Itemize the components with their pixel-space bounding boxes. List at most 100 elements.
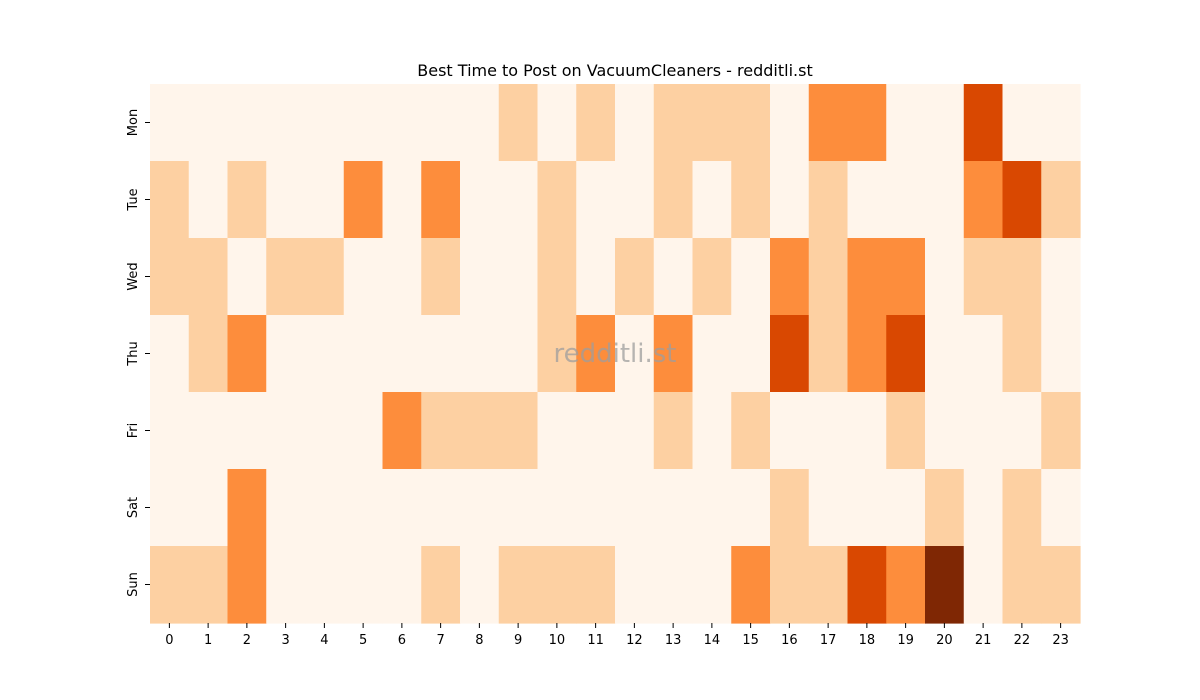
- heatmap-cell-sun-5: [343, 546, 384, 624]
- heatmap-cell-fri-9: [498, 392, 539, 470]
- x-tick-label: 12: [626, 633, 643, 648]
- heatmap-cell-sat-2: [227, 469, 267, 547]
- heatmap-cell-tue-11: [576, 161, 616, 239]
- heatmap-cell-wed-20: [925, 238, 965, 316]
- heatmap-cell-tue-8: [460, 161, 500, 239]
- heatmap-cell-fri-13: [653, 392, 694, 470]
- heatmap-cell-sun-7: [421, 546, 461, 624]
- heatmap-cell-wed-5: [343, 238, 384, 316]
- heatmap-cell-fri-4: [305, 392, 345, 470]
- y-tick-label: Tue: [126, 188, 141, 211]
- x-tick-label: 23: [1052, 633, 1069, 648]
- heatmap-cell-tue-5: [343, 161, 384, 239]
- heatmap-cell-sun-23: [1041, 546, 1081, 624]
- x-tick-label: 18: [859, 633, 876, 648]
- heatmap-cell-thu-13: [653, 315, 694, 393]
- heatmap-cell-sun-21: [963, 546, 1004, 624]
- y-tick-label: Wed: [126, 262, 141, 290]
- heatmap-cell-tue-3: [266, 161, 306, 239]
- x-tick-label: 0: [165, 633, 173, 648]
- heatmap-cell-mon-10: [537, 84, 577, 162]
- y-tick-label: Sat: [126, 497, 141, 518]
- y-tick-label: Sun: [126, 572, 141, 597]
- heatmap-cell-fri-0: [150, 392, 190, 470]
- x-tick-label: 17: [820, 633, 837, 648]
- heatmap-cell-sat-15: [731, 469, 771, 547]
- heatmap-cell-sat-1: [188, 469, 229, 547]
- heatmap-cell-mon-6: [382, 84, 422, 162]
- heatmap-cell-thu-23: [1041, 315, 1081, 393]
- heatmap-cell-wed-23: [1041, 238, 1081, 316]
- heatmap-cell-sat-8: [460, 469, 500, 547]
- heatmap-cell-thu-20: [925, 315, 965, 393]
- heatmap-cell-fri-19: [886, 392, 926, 470]
- heatmap-cell-mon-5: [343, 84, 384, 162]
- heatmap-cell-mon-11: [576, 84, 616, 162]
- x-tick-label: 7: [436, 633, 444, 648]
- heatmap-cell-sat-6: [382, 469, 422, 547]
- heatmap-cell-tue-1: [188, 161, 229, 239]
- heatmap-cell-sat-4: [305, 469, 345, 547]
- heatmap-cell-mon-7: [421, 84, 461, 162]
- heatmap-cell-mon-9: [498, 84, 539, 162]
- heatmap-cell-sun-1: [188, 546, 229, 624]
- heatmap-cell-mon-19: [886, 84, 926, 162]
- heatmap-cell-sat-5: [343, 469, 384, 547]
- heatmap-cell-fri-14: [692, 392, 732, 470]
- heatmap-cell-thu-1: [188, 315, 229, 393]
- heatmap-cell-fri-20: [925, 392, 965, 470]
- heatmap-cell-tue-6: [382, 161, 422, 239]
- heatmap-cell-mon-13: [653, 84, 694, 162]
- heatmap-cell-mon-15: [731, 84, 771, 162]
- heatmap-cell-wed-19: [886, 238, 926, 316]
- heatmap-cell-tue-2: [227, 161, 267, 239]
- heatmap-cell-fri-1: [188, 392, 229, 470]
- heatmap-cell-wed-22: [1002, 238, 1042, 316]
- heatmap-cell-mon-22: [1002, 84, 1042, 162]
- y-tick-label: Mon: [126, 109, 141, 136]
- heatmap-cell-mon-8: [460, 84, 500, 162]
- heatmap-cell-thu-4: [305, 315, 345, 393]
- x-tick-label: 11: [587, 633, 604, 648]
- heatmap-cell-wed-8: [460, 238, 500, 316]
- heatmap-cell-thu-19: [886, 315, 926, 393]
- x-tick-label: 1: [204, 633, 212, 648]
- heatmap-cell-sun-2: [227, 546, 267, 624]
- x-tick-label: 22: [1014, 633, 1031, 648]
- heatmap-cell-fri-22: [1002, 392, 1042, 470]
- x-tick-label: 19: [897, 633, 914, 648]
- heatmap-cell-fri-10: [537, 392, 577, 470]
- heatmap-cell-tue-23: [1041, 161, 1081, 239]
- x-tick-label: 6: [398, 633, 406, 648]
- heatmap-cell-thu-5: [343, 315, 384, 393]
- heatmap-cell-sat-18: [847, 469, 887, 547]
- heatmap-cell-thu-2: [227, 315, 267, 393]
- heatmap-cell-sat-3: [266, 469, 306, 547]
- heatmap-cell-tue-13: [653, 161, 694, 239]
- heatmap-cell-mon-12: [615, 84, 655, 162]
- heatmap-cell-wed-6: [382, 238, 422, 316]
- heatmap-cell-sun-19: [886, 546, 926, 624]
- heatmap-cell-wed-17: [808, 238, 849, 316]
- x-tick-label: 20: [936, 633, 953, 648]
- heatmap-cell-tue-7: [421, 161, 461, 239]
- heatmap-cell-sun-3: [266, 546, 306, 624]
- heatmap-cell-thu-3: [266, 315, 306, 393]
- heatmap-cell-sat-10: [537, 469, 577, 547]
- heatmap-cell-thu-12: [615, 315, 655, 393]
- heatmap-cell-tue-9: [498, 161, 539, 239]
- heatmap-cell-thu-14: [692, 315, 732, 393]
- heatmap-cell-mon-4: [305, 84, 345, 162]
- y-tick-label: Thu: [126, 341, 141, 366]
- heatmap-cell-tue-10: [537, 161, 577, 239]
- heatmap-cell-sun-11: [576, 546, 616, 624]
- heatmap-cell-wed-2: [227, 238, 267, 316]
- heatmap-cell-sun-6: [382, 546, 422, 624]
- heatmap-cell-sun-22: [1002, 546, 1042, 624]
- heatmap-cell-mon-17: [808, 84, 849, 162]
- heatmap-cell-fri-23: [1041, 392, 1081, 470]
- y-tick-label: Fri: [126, 423, 141, 439]
- x-tick-label: 2: [243, 633, 251, 648]
- heatmap-cell-fri-3: [266, 392, 306, 470]
